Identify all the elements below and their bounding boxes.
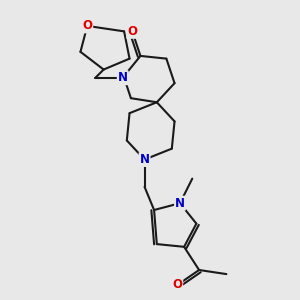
Text: O: O bbox=[127, 25, 137, 38]
Text: N: N bbox=[118, 71, 128, 84]
Text: O: O bbox=[172, 278, 182, 292]
Text: O: O bbox=[82, 20, 92, 32]
Text: N: N bbox=[175, 197, 185, 210]
Text: N: N bbox=[140, 153, 149, 166]
